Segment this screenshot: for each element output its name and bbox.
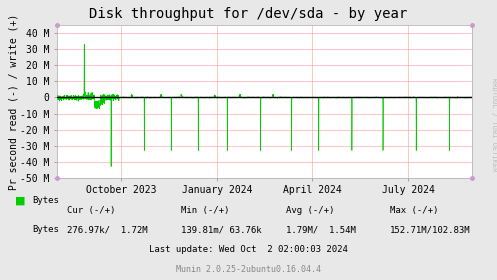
Text: Cur (-/+): Cur (-/+): [67, 206, 115, 215]
Text: ■: ■: [15, 195, 25, 205]
Text: Bytes: Bytes: [32, 225, 59, 234]
Text: 1.79M/  1.54M: 1.79M/ 1.54M: [286, 225, 356, 234]
Text: Max (-/+): Max (-/+): [390, 206, 438, 215]
Y-axis label: Pr second read (-) / write (+): Pr second read (-) / write (+): [9, 13, 19, 190]
Text: Last update: Wed Oct  2 02:00:03 2024: Last update: Wed Oct 2 02:00:03 2024: [149, 245, 348, 254]
Text: 139.81m/ 63.76k: 139.81m/ 63.76k: [181, 225, 262, 234]
Text: Disk throughput for /dev/sda - by year: Disk throughput for /dev/sda - by year: [89, 7, 408, 21]
Text: RRDTOOL / TOBI OETIKER: RRDTOOL / TOBI OETIKER: [491, 78, 497, 172]
Text: Bytes: Bytes: [32, 196, 59, 205]
Text: Munin 2.0.25-2ubuntu0.16.04.4: Munin 2.0.25-2ubuntu0.16.04.4: [176, 265, 321, 274]
Text: Min (-/+): Min (-/+): [181, 206, 230, 215]
Text: 152.71M/102.83M: 152.71M/102.83M: [390, 225, 471, 234]
Text: 276.97k/  1.72M: 276.97k/ 1.72M: [67, 225, 148, 234]
Text: Avg (-/+): Avg (-/+): [286, 206, 334, 215]
